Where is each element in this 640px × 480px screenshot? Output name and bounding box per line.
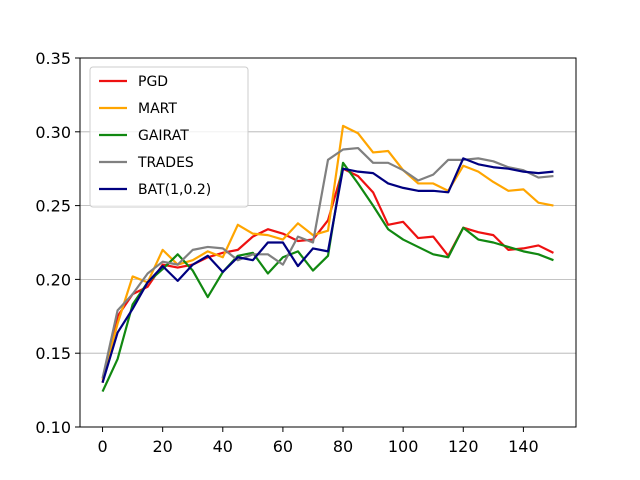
x-tick-label: 100 (388, 437, 419, 456)
series-line-trades (101, 146, 554, 379)
y-tick-label: 0.25 (35, 197, 71, 216)
x-tick-label: 80 (333, 437, 353, 456)
legend-box (89, 66, 249, 208)
legend: PGD MART GAIRAT TRADES BAT(1,0.2) (89, 66, 249, 208)
y-tick-label: 0.10 (35, 418, 71, 437)
series-line-gairat (101, 161, 554, 393)
x-tick-label: 140 (508, 437, 539, 456)
y-tick-label: 0.15 (35, 344, 71, 363)
y-tick-label: 0.20 (35, 270, 71, 289)
x-tick-label: 40 (213, 437, 233, 456)
series-line-pgd (101, 167, 554, 383)
legend-label: PGD (138, 74, 168, 90)
y-tick-label: 0.30 (35, 123, 71, 142)
x-tick-label: 120 (448, 437, 479, 456)
legend-label: MART (138, 101, 177, 117)
y-tick-label: 0.35 (35, 49, 71, 68)
x-tick-label: 0 (97, 437, 107, 456)
legend-label: TRADES (137, 155, 194, 171)
x-tick-label: 20 (152, 437, 172, 456)
axes: 0.10 0.15 0.20 0.25 0.30 0.35 0 20 40 60 80 100 120 1… (35, 49, 538, 456)
series-line-bat-1-0-2 (101, 157, 554, 384)
series-lines (101, 124, 554, 393)
legend-label: GAIRAT (138, 128, 189, 144)
legend-label: BAT(1,0.2) (138, 182, 211, 198)
plot-frame (79, 57, 577, 428)
x-tick-label: 60 (273, 437, 293, 456)
